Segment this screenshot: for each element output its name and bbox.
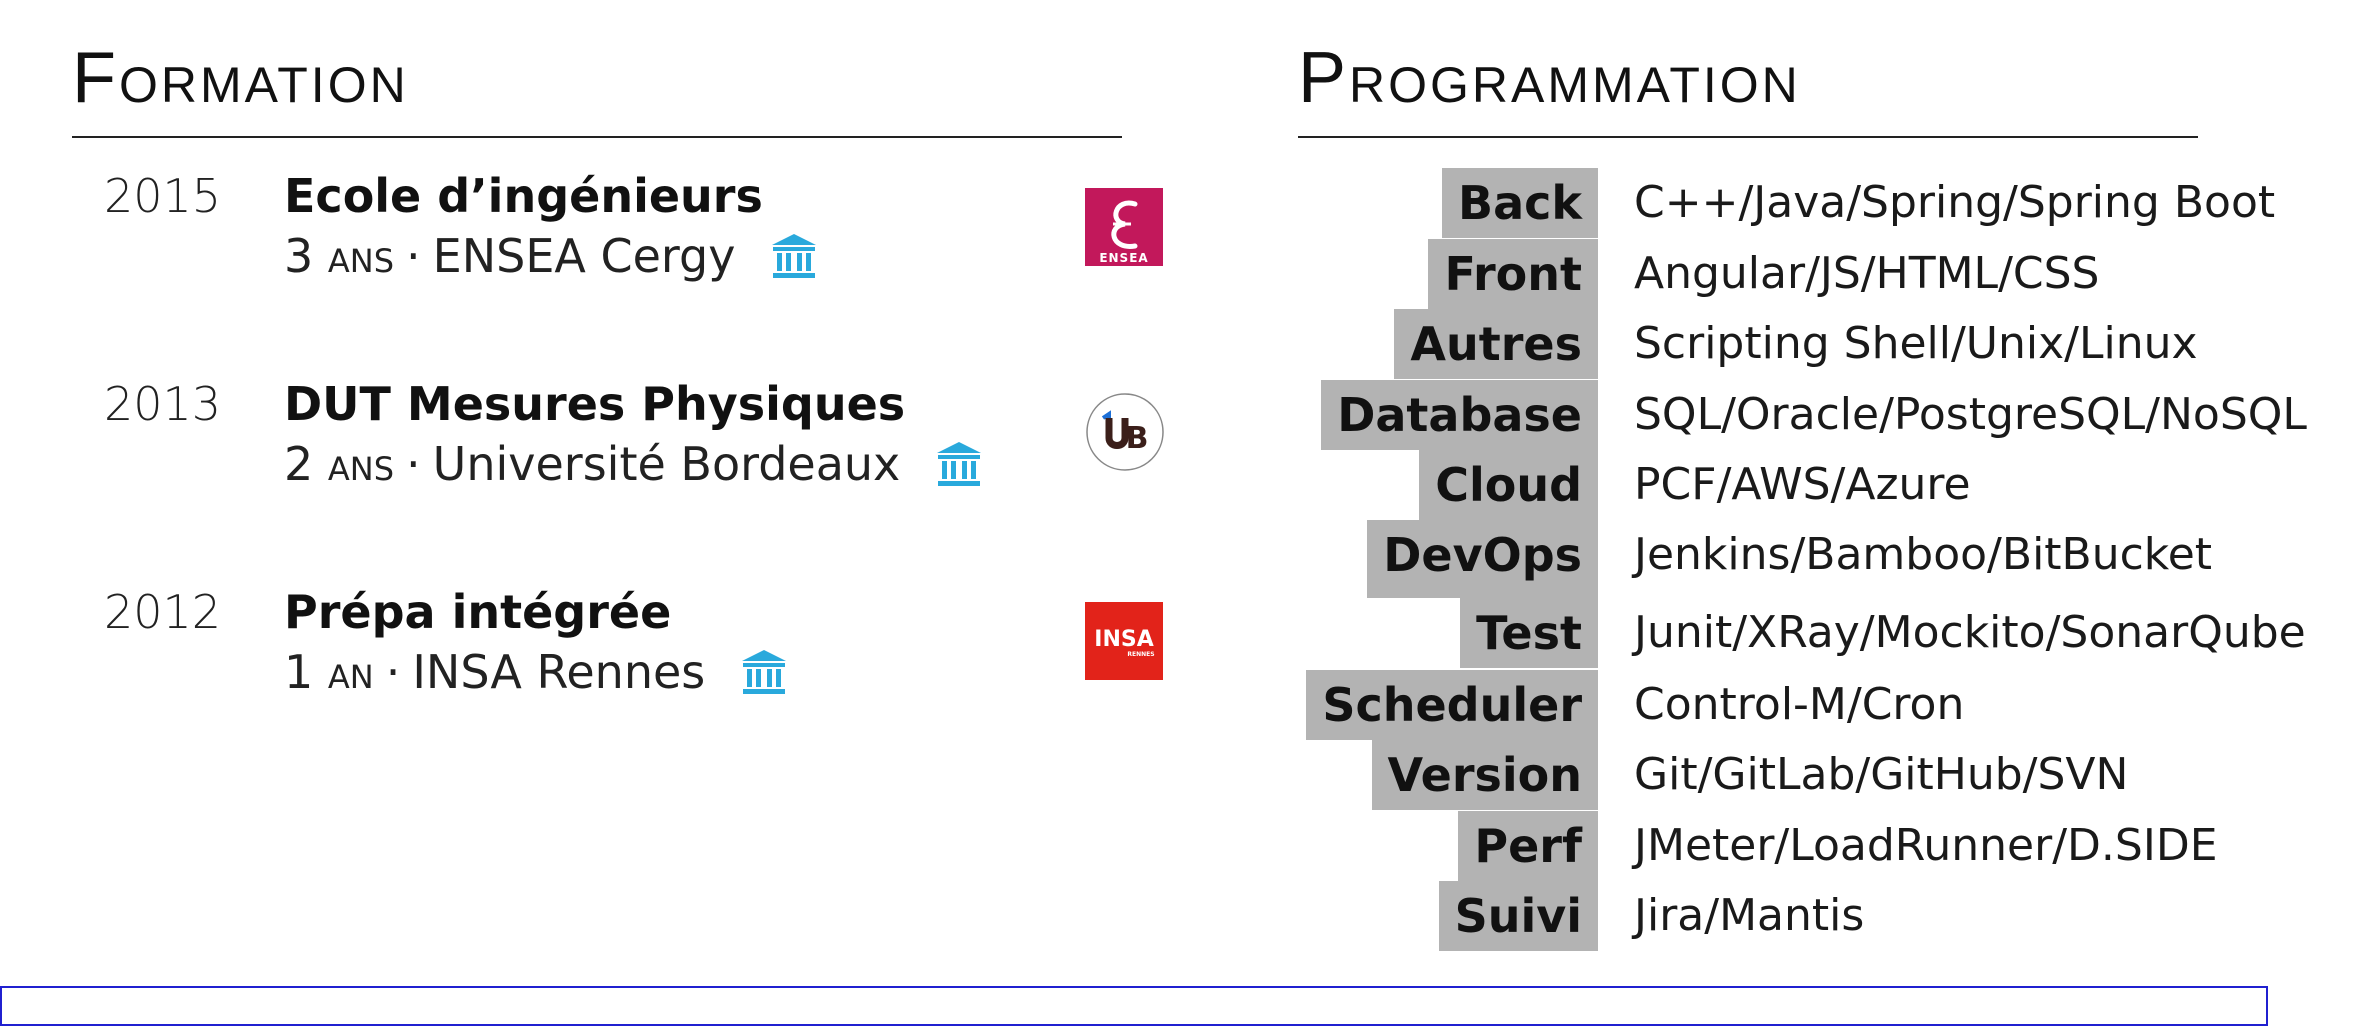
skill-value: Jira/Mantis <box>1634 890 1865 941</box>
institution-icon <box>769 231 819 281</box>
skill-row-cloud: Cloud PCF/AWS/Azure <box>1290 450 2350 520</box>
education-item-insa: 2012 Prépa intégrée 1 an · INSA Rennes I… <box>0 580 1200 740</box>
skill-row-database: Database SQL/Oracle/PostgreSQL/NoSQL <box>1290 380 2350 450</box>
education-year: 2013 <box>104 377 222 431</box>
skill-row-front: Front Angular/JS/HTML/CSS <box>1290 239 2350 309</box>
skill-value: Junit/XRay/Mockito/SonarQube <box>1634 607 2306 658</box>
skill-row-test: Test Junit/XRay/Mockito/SonarQube <box>1290 598 2350 668</box>
education-item-ensea: 2015 Ecole d’ingénieurs 3 ans · ENSEA Ce… <box>0 164 1200 324</box>
education-school: ENSEA Cergy <box>432 229 736 283</box>
skill-value: C++/Java/Spring/Spring Boot <box>1634 177 2276 228</box>
education-separator: · <box>406 437 421 491</box>
skill-value: Git/GitLab/GitHub/SVN <box>1634 749 2129 800</box>
education-duration: 2 ans <box>284 437 395 491</box>
education-school: Université Bordeaux <box>432 437 901 491</box>
ub-logo-text: B <box>1126 421 1149 456</box>
programmation-heading: Programmation <box>1298 38 1801 118</box>
skill-category: Version <box>1371 740 1598 810</box>
skill-value: Scripting Shell/Unix/Linux <box>1634 318 2198 369</box>
skill-category: Test <box>1460 598 1598 668</box>
education-separator: · <box>406 229 421 283</box>
skill-value: Control-M/Cron <box>1634 679 1965 730</box>
skill-category: Perf <box>1458 811 1598 881</box>
programmation-divider <box>1298 136 2198 138</box>
skill-value: Angular/JS/HTML/CSS <box>1634 248 2100 299</box>
ensea-logo: ENSEA <box>1085 188 1163 266</box>
bottom-frame-border <box>0 986 2268 1026</box>
education-year: 2012 <box>104 585 222 639</box>
skill-category: DevOps <box>1367 520 1598 598</box>
education-title: DUT Mesures Physiques <box>284 377 906 431</box>
education-item-ub: 2013 DUT Mesures Physiques 2 ans · Unive… <box>0 372 1200 532</box>
formation-divider <box>72 136 1122 138</box>
ub-logo: B <box>1085 392 1164 471</box>
education-title: Prépa intégrée <box>284 585 672 639</box>
skill-value: SQL/Oracle/PostgreSQL/NoSQL <box>1634 389 2307 440</box>
education-title: Ecole d’ingénieurs <box>284 169 763 223</box>
skill-value: JMeter/LoadRunner/D.SIDE <box>1634 820 2218 871</box>
skill-category: Scheduler <box>1306 670 1598 740</box>
insa-logo-subtext: RENNES <box>1127 651 1154 658</box>
ensea-logo-text: ENSEA <box>1099 251 1148 265</box>
skill-row-suivi: Suivi Jira/Mantis <box>1290 881 2350 951</box>
skill-row-back: Back C++/Java/Spring/Spring Boot <box>1290 168 2350 238</box>
formation-heading: Formation <box>72 38 409 118</box>
skill-row-version: Version Git/GitLab/GitHub/SVN <box>1290 740 2350 810</box>
education-duration: 1 an <box>284 645 374 699</box>
education-subtitle: 2 ans · Université Bordeaux <box>284 436 984 492</box>
skill-category: Database <box>1321 380 1598 450</box>
institution-icon <box>934 439 984 489</box>
education-subtitle: 1 an · INSA Rennes <box>284 644 789 700</box>
skill-value: PCF/AWS/Azure <box>1634 459 1971 510</box>
skill-category: Suivi <box>1438 881 1598 951</box>
skill-row-devops: DevOps Jenkins/Bamboo/BitBucket <box>1290 520 2350 598</box>
insa-logo-text: INSA <box>1094 627 1153 652</box>
skill-row-autres: Autres Scripting Shell/Unix/Linux <box>1290 309 2350 379</box>
education-subtitle: 3 ans · ENSEA Cergy <box>284 228 819 284</box>
skill-row-scheduler: Scheduler Control-M/Cron <box>1290 670 2350 740</box>
skill-category: Cloud <box>1419 450 1598 520</box>
education-separator: · <box>385 645 401 699</box>
education-school: INSA Rennes <box>412 645 706 699</box>
institution-icon <box>739 647 789 697</box>
skill-value: Jenkins/Bamboo/BitBucket <box>1634 529 2213 580</box>
skill-category: Front <box>1428 239 1598 309</box>
education-year: 2015 <box>104 169 222 223</box>
skill-category: Back <box>1442 168 1598 238</box>
insa-logo: INSA RENNES <box>1085 602 1163 680</box>
skill-row-perf: Perf JMeter/LoadRunner/D.SIDE <box>1290 811 2350 881</box>
education-duration: 3 ans <box>284 229 395 283</box>
skill-category: Autres <box>1394 309 1598 379</box>
